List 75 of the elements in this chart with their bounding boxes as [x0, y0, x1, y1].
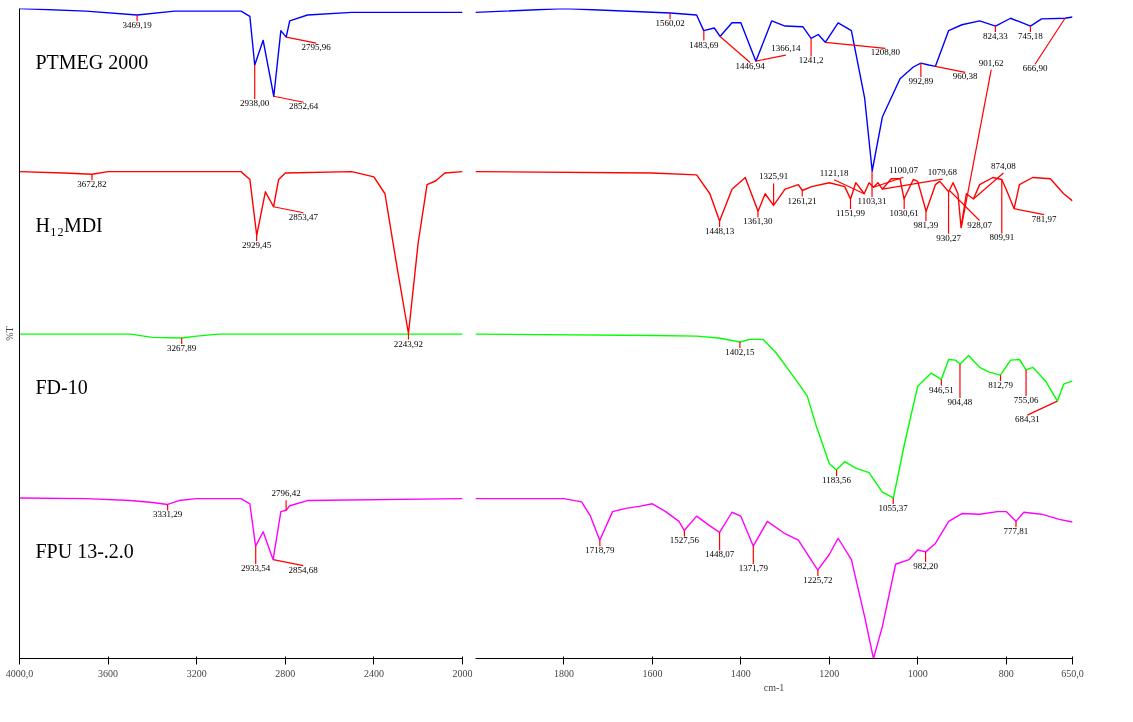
annotation: 1103,31 [857, 196, 887, 206]
x-tick-label: 1400 [730, 667, 751, 679]
x-tick-label: 4000,0 [5, 667, 34, 679]
annotation: 2854,68 [288, 564, 319, 575]
annotation: 981,39 [913, 220, 939, 231]
x-tick-label: 2400 [363, 667, 384, 679]
annotation: 781,97 [1031, 213, 1058, 224]
annotation: 2853,47 [288, 211, 319, 222]
annotation: 666,90 [1022, 63, 1048, 74]
annotation: 1261,21 [787, 195, 817, 206]
annotation: 809,91 [989, 232, 1015, 243]
annotation: 928,07 [967, 219, 993, 230]
annotation: 982,20 [913, 560, 939, 571]
annotation: 1527,56 [669, 535, 700, 546]
annotation: 2938,00 [240, 98, 270, 109]
x-tick-label: 1800 [553, 667, 574, 679]
annotation: 3267,89 [167, 343, 197, 354]
text: H₁₂MDI [35, 213, 103, 236]
annotation: 2796,42 [271, 488, 301, 499]
annotation: 1718,79 [585, 545, 615, 556]
series-label: FPU 13-.2.0 [35, 539, 134, 562]
annotation: 1100,07 [889, 165, 919, 176]
annotation: 824,33 [983, 31, 1009, 42]
annotation: 1371,79 [738, 563, 769, 574]
annotation: 1361,30 [743, 216, 774, 227]
annotation: 3331,29 [152, 509, 183, 520]
annotation: 1241,2 [798, 55, 824, 66]
annotation: 1225,72 [803, 575, 833, 586]
x-tick-label: 650,0 [1061, 667, 1084, 679]
annotation: 1079,68 [927, 167, 958, 178]
y-axis-title: %T [3, 326, 15, 341]
x-tick-label: 2000 [452, 667, 473, 679]
annotation: 812,79 [988, 380, 1014, 391]
annotation: 1030,61 [889, 207, 919, 218]
annotation: 946,51 [929, 384, 954, 395]
annotation: 2933,54 [241, 563, 271, 574]
annotation: 1325,91 [758, 171, 789, 182]
annotation: 904,48 [947, 397, 973, 408]
annotation: 2243,92 [393, 338, 424, 349]
x-tick-label: 1600 [642, 667, 663, 679]
annotation: 1560,02 [655, 18, 685, 29]
x-axis-title: cm-1 [763, 681, 785, 693]
text: FD-10 [35, 376, 88, 399]
annotation: 2852,64 [289, 101, 319, 112]
x-tick-label: 2800 [275, 667, 296, 679]
annotation: 3469,19 [122, 20, 153, 30]
x-tick-label: 1200 [819, 667, 840, 679]
x-tick-label: 1000 [907, 667, 928, 679]
annotation: 684,31 [1014, 414, 1040, 425]
annotation: 1446,94 [735, 61, 766, 72]
annotation: 1448,13 [704, 226, 735, 237]
annotation: 3672,82 [77, 179, 107, 190]
annotation: 1055,37 [878, 502, 909, 513]
annotation: 1366,14 [771, 43, 801, 54]
annotation: 874,08 [991, 160, 1017, 171]
x-tick-label: 3200 [186, 667, 207, 679]
annotation: 1483,69 [689, 39, 719, 50]
annotation: 1208,80 [870, 47, 901, 58]
annotation: 960,38 [952, 71, 979, 82]
annotation: 1183,56 [822, 475, 852, 485]
x-tick-label: 800 [998, 667, 1014, 679]
x-tick-label: 3600 [98, 667, 119, 679]
series-label: PTMEG 2000 [35, 50, 149, 73]
annotation: 1448,07 [704, 549, 735, 560]
annotation: 930,27 [936, 232, 962, 243]
annotation: 992,89 [908, 76, 934, 87]
annotation: 901,62 [978, 57, 1004, 68]
annotation: 1402,15 [725, 346, 756, 357]
annotation: 777,81 [1003, 526, 1029, 537]
annotation: 2795,96 [301, 42, 332, 53]
annotation: 755,06 [1013, 394, 1039, 405]
annotation: 2929,45 [242, 240, 272, 251]
annotation: 1121,18 [819, 167, 850, 178]
annotation: 1151,99 [836, 207, 866, 218]
annotation: 745,18 [1018, 31, 1044, 42]
